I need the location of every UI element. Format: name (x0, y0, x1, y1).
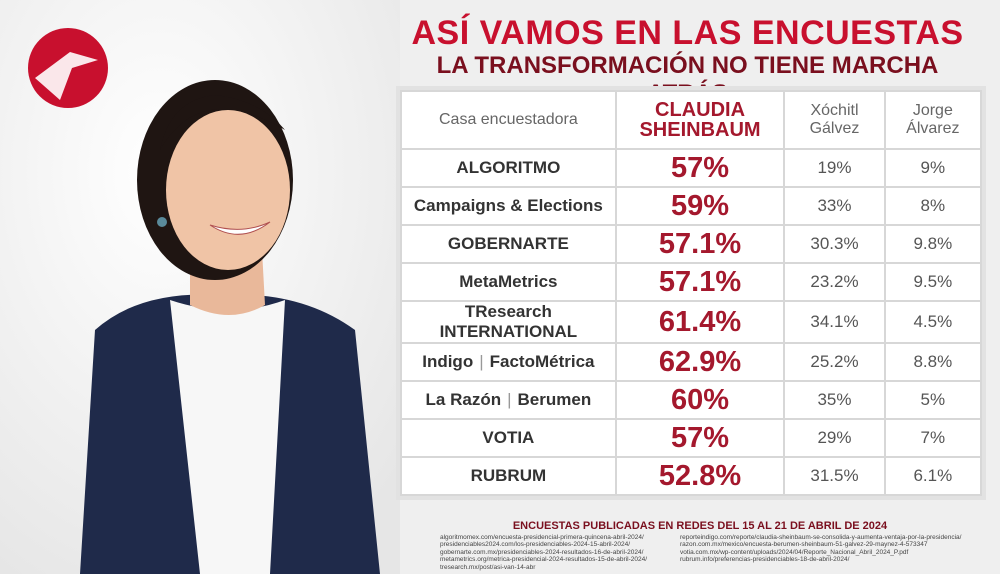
table-row: La Razón | Berumen 60% 35% 5% (400, 380, 983, 420)
candidate-value: 35% (783, 380, 886, 420)
logo-text: Campaigns & Elections (413, 196, 603, 215)
pollster-cell: GOBERNARTE (400, 224, 617, 264)
logo-text: GOBERNARTE (447, 234, 569, 253)
pollster-cell: RUBRUM (400, 456, 617, 496)
title: ASÍ VAMOS EN LAS ENCUESTAS (411, 14, 964, 52)
logo-text: FactoMétrica (489, 352, 595, 371)
column-header: CLAUDIA SHEINBAUM (614, 90, 786, 150)
pollster-logo: ALGORITMO (402, 158, 615, 178)
sheinbaum-value: 57% (614, 148, 786, 188)
candidate-value: 23.2% (783, 262, 886, 302)
sheinbaum-value: 57.1% (614, 262, 786, 302)
candidate-value: 31.5% (783, 456, 886, 496)
candidate-value: 19% (783, 148, 886, 188)
candidate-value: 5% (883, 380, 983, 420)
candidate-value: 34.1% (783, 300, 886, 344)
candidate-value: 6.1% (883, 456, 983, 496)
table-row: MetaMetrics 57.1% 23.2% 9.5% (400, 262, 983, 302)
pollster-logo: TResearch INTERNATIONAL (402, 302, 615, 342)
logo-text: La Razón (425, 390, 502, 409)
sheinbaum-value: 57% (614, 418, 786, 458)
source-link: votia.com.mx/wp-content/uploads/2024/04/… (680, 548, 909, 556)
pollster-logo: La Razón | Berumen (425, 390, 592, 409)
candidate-value: 8.8% (883, 342, 983, 382)
pollster-cell: La Razón | Berumen (400, 380, 617, 420)
source-link: reporteindigo.com/reporte/claudia-sheinb… (680, 534, 962, 541)
pollster-logo: VOTIA (402, 428, 615, 448)
table-row: GOBERNARTE 57.1% 30.3% 9.8% (400, 224, 983, 264)
table-row: TResearch INTERNATIONAL 61.4% 34.1% 4.5% (400, 300, 983, 344)
pollster-cell: ALGORITMO (400, 148, 617, 188)
sheinbaum-value: 59% (614, 186, 786, 226)
column-header: Casa encuestadora (400, 90, 617, 150)
sheinbaum-value: 61.4% (614, 300, 786, 344)
sheinbaum-value: 62.9% (614, 342, 786, 382)
source-link: presidenciables2024.com/los-presidenciab… (440, 541, 631, 549)
sources-right: reporteindigo.com/reporte/claudia-sheinb… (680, 534, 961, 564)
logo-text: MetaMetrics (459, 272, 558, 291)
logo-text: VOTIA (482, 428, 535, 447)
logo-text: Berumen (517, 390, 592, 409)
candidate-value: 8% (883, 186, 983, 226)
sheinbaum-value: 60% (614, 380, 786, 420)
candidate-value: 4.5% (883, 300, 983, 344)
logo-text: TResearch INTERNATIONAL (439, 302, 578, 341)
candidate-value: 29% (783, 418, 886, 458)
header-row: Casa encuestadora CLAUDIA SHEINBAUM Xóch… (400, 90, 983, 150)
footnote: ENCUESTAS PUBLICADAS EN REDES DEL 15 AL … (512, 520, 888, 532)
pollster-logo: Campaigns & Elections (402, 196, 615, 216)
candidate-value: 25.2% (783, 342, 886, 382)
source-link: rubrum.info/preferencias-presidenciables… (680, 556, 850, 564)
pollster-logo: RUBRUM (402, 466, 615, 486)
source-link: metametrics.org/metrica-presidencial-202… (440, 556, 648, 564)
logo-text: RUBRUM (470, 466, 547, 485)
sheinbaum-value: 57.1% (614, 224, 786, 264)
pollster-cell: Indigo | FactoMétrica (400, 342, 617, 382)
sources-left: algoritmomex.com/encuesta-presidencial-p… (440, 534, 647, 571)
source-link: tresearch.mx/post/asi-van-14-abr (440, 563, 536, 571)
logo-text: ALGORITMO (456, 158, 561, 177)
pollster-logo: Indigo | FactoMétrica (422, 352, 595, 371)
pollster-logo: MetaMetrics (402, 272, 615, 292)
pollster-cell: MetaMetrics (400, 262, 617, 302)
candidate-value: 30.3% (783, 224, 886, 264)
table-row: ALGORITMO 57% 19% 9% (400, 148, 983, 188)
table-row: VOTIA 57% 29% 7% (400, 418, 983, 458)
column-header: Xóchitl Gálvez (783, 90, 886, 150)
photo (0, 0, 400, 574)
pollster-cell: VOTIA (400, 418, 617, 458)
candidate-value: 7% (883, 418, 983, 458)
source-link: gobernarte.com.mx/presidenciables-2024-r… (440, 548, 644, 556)
pollster-logo: GOBERNARTE (402, 234, 615, 254)
candidate-value: 33% (783, 186, 886, 226)
logo-text: Indigo (422, 352, 474, 371)
table-row: RUBRUM 52.8% 31.5% 6.1% (400, 456, 983, 496)
pollster-cell: TResearch INTERNATIONAL (400, 300, 617, 344)
source-link: razon.com.mx/mexico/encuesta-berumen-she… (680, 541, 928, 549)
poll-table: Casa encuestadora CLAUDIA SHEINBAUM Xóch… (400, 90, 983, 496)
candidate-value: 9.5% (883, 262, 983, 302)
column-header: Jorge Álvarez (883, 90, 983, 150)
candidate-value: 9% (883, 148, 983, 188)
source-link: algoritmomex.com/encuesta-presidencial-p… (440, 534, 644, 541)
pollster-cell: Campaigns & Elections (400, 186, 617, 226)
sheinbaum-value: 52.8% (614, 456, 786, 496)
table-row: Indigo | FactoMétrica 62.9% 25.2% 8.8% (400, 342, 983, 382)
candidate-value: 9.8% (883, 224, 983, 264)
table-row: Campaigns & Elections 59% 33% 8% (400, 186, 983, 226)
